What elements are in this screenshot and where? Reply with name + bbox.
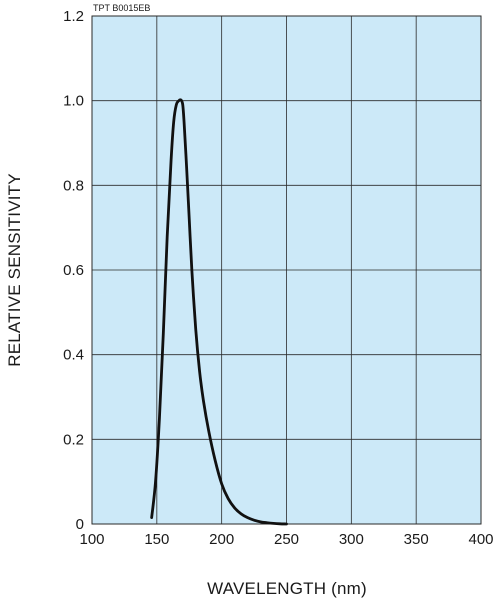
x-axis-title: WAVELENGTH (nm) [207,579,367,598]
y-axis-title: RELATIVE SENSITIVITY [5,173,24,367]
x-tick-label: 150 [144,531,169,548]
x-tick-label: 200 [209,531,234,548]
x-tick-label: 250 [274,531,299,548]
x-tick-label: 350 [404,531,429,548]
y-tick-label: 0 [76,516,84,533]
figure-code: TPT B0015EB [93,3,150,13]
x-tick-label: 100 [79,531,104,548]
y-tick-label: 0.4 [63,347,84,364]
y-tick-label: 0.6 [63,262,84,279]
y-axis-tick-labels: 0 0.2 0.4 0.6 0.8 1.0 1.2 [63,8,84,533]
y-tick-label: 1.0 [63,93,84,110]
y-tick-label: 0.8 [63,177,84,194]
sensitivity-curve [150,98,288,526]
y-tick-label: 1.2 [63,8,84,25]
y-tick-label: 0.2 [63,431,84,448]
x-tick-label: 300 [339,531,364,548]
x-axis-tick-labels: 100 150 200 250 300 350 400 [79,531,493,548]
x-tick-label: 400 [468,531,493,548]
